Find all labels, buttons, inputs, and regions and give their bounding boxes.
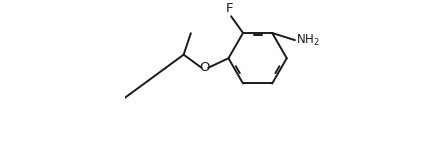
- Text: O: O: [200, 61, 210, 74]
- Text: F: F: [226, 2, 234, 15]
- Text: NH$_2$: NH$_2$: [295, 33, 319, 48]
